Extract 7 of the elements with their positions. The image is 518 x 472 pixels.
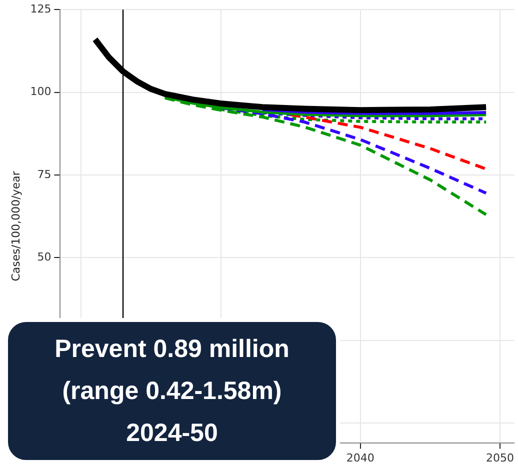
y-tick-label: 125 [30, 2, 52, 16]
y-tick-label: 75 [37, 168, 52, 181]
y-tick-label: 50 [37, 250, 52, 264]
x-tick-label: 2050 [486, 451, 514, 464]
y-tick-label: 100 [30, 85, 52, 98]
y-axis-title: Cases/100,000/year [9, 170, 22, 282]
x-tick-label: 2040 [346, 451, 374, 464]
